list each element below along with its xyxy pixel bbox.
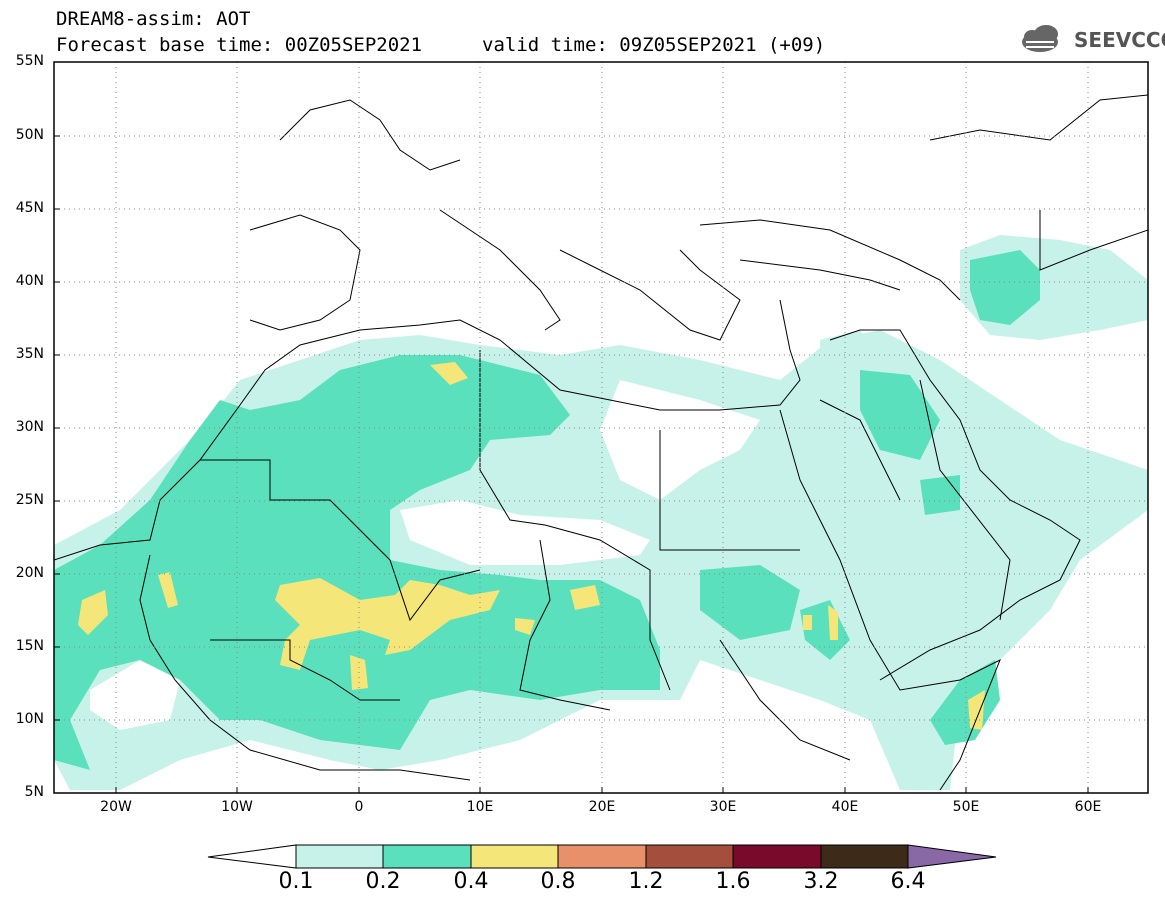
colorbar-label: 1.6 — [715, 869, 751, 894]
colorbar-swatch-6 — [820, 844, 909, 869]
colorbar — [207, 844, 997, 869]
colorbar-swatch-4 — [645, 844, 734, 869]
lon-label: 10W — [221, 799, 253, 815]
colorbar-label: 6.4 — [890, 869, 926, 894]
colorbar-label: 0.1 — [278, 869, 314, 894]
lon-label: 60E — [1074, 799, 1102, 815]
colorbar-label: 0.4 — [453, 869, 489, 894]
lat-label: 10N — [15, 711, 44, 727]
lat-label: 15N — [15, 638, 44, 654]
colorbar-under-triangle — [207, 844, 297, 869]
cloud-logo-icon — [1022, 25, 1058, 52]
map-title: DREAM8-assim: AOT — [56, 8, 251, 30]
lat-label: 45N — [15, 200, 44, 216]
axis-ticks — [54, 61, 1089, 794]
lat-label: 30N — [15, 419, 44, 435]
lon-label: 40E — [831, 799, 859, 815]
lat-lon-grid — [54, 62, 1148, 793]
colorbar-swatch-5 — [732, 844, 822, 869]
colorbar-swatch-3 — [557, 844, 647, 869]
forecast-base-time: Forecast base time: 00Z05SEP2021 — [56, 34, 423, 56]
lon-label: 50E — [952, 799, 980, 815]
lat-label: 35N — [15, 346, 44, 362]
valid-time: valid time: 09Z05SEP2021 (+09) — [482, 34, 826, 56]
colorbar-swatch-0 — [295, 844, 384, 869]
lon-label: 0 — [354, 799, 364, 815]
lat-label: 25N — [15, 492, 44, 508]
lat-label: 55N — [15, 53, 44, 69]
lon-label: 20W — [100, 799, 132, 815]
colorbar-label: 1.2 — [628, 869, 664, 894]
colorbar-label: 0.8 — [540, 869, 576, 894]
aot-band-0.4-0.8 — [78, 362, 985, 730]
lat-label: 20N — [15, 565, 44, 581]
aot-band-0.2-0.4 — [54, 250, 1040, 770]
lon-label: 30E — [709, 799, 737, 815]
logo-text: SEEVCCC — [1074, 28, 1165, 52]
colorbar-swatch-1 — [382, 844, 472, 869]
lon-label: 10E — [466, 799, 494, 815]
colorbar-label: 3.2 — [803, 869, 839, 894]
colorbar-swatch-2 — [470, 844, 559, 869]
colorbar-over-triangle — [907, 844, 997, 869]
coastlines-and-borders — [54, 94, 1148, 791]
lat-label: 40N — [15, 273, 44, 289]
colorbar-label: 0.2 — [365, 869, 401, 894]
lat-label: 50N — [15, 127, 44, 143]
lon-label: 20E — [588, 799, 616, 815]
lat-label: 5N — [24, 784, 44, 800]
